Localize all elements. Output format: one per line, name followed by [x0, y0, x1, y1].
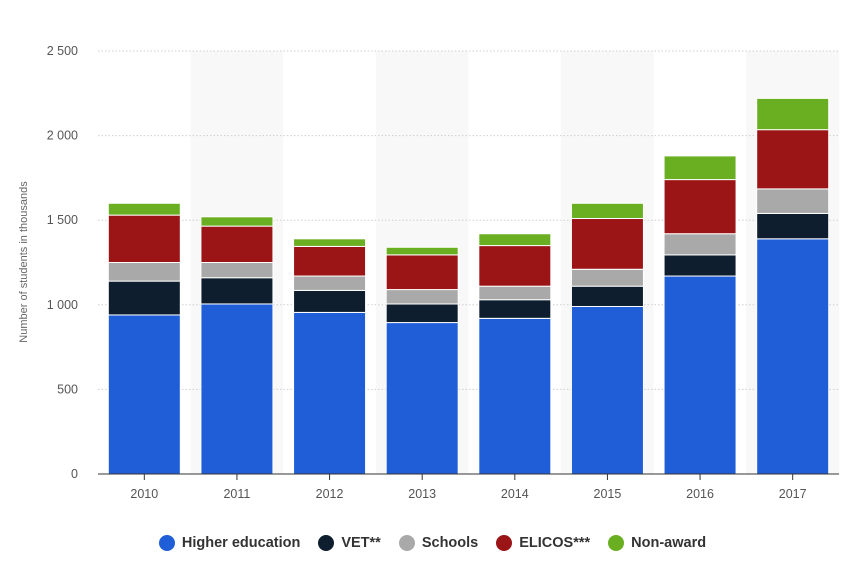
bar-stack-2012	[293, 238, 367, 475]
bar-non-award-2010	[107, 202, 181, 216]
y-tick-label-500: 500	[57, 382, 78, 396]
bar-vet-2012	[293, 289, 367, 313]
x-tick-label-2013: 2013	[408, 487, 436, 501]
bar-schools-2012	[293, 275, 367, 291]
legend-item-non-award[interactable]: Non-award	[608, 535, 706, 551]
bar-higher-education-2013	[385, 322, 459, 475]
legend-label-non-award: Non-award	[631, 535, 707, 551]
legend-swatch-elicos	[496, 535, 513, 551]
bar-elicos-2015	[570, 218, 644, 270]
bar-higher-education-2014	[478, 317, 552, 475]
bar-higher-education-2017	[756, 238, 830, 475]
x-tick-label-2012: 2012	[316, 487, 344, 501]
bar-stack-2010	[107, 202, 181, 475]
y-tick-label-2500: 2 500	[47, 44, 78, 58]
legend: Higher education VET** Schools ELICOS***…	[0, 530, 865, 556]
legend-label-elicos: ELICOS***	[519, 535, 591, 551]
axes: 2010 2011 2012 2013 2014 2015 2016 2017	[98, 473, 839, 501]
bar-stack-2016	[663, 155, 737, 475]
legend-swatch-vet	[318, 535, 335, 551]
legend-label-schools: Schools	[421, 535, 479, 551]
bar-schools-2015	[570, 268, 644, 287]
bar-schools-2014	[478, 285, 552, 301]
bar-vet-2010	[107, 280, 181, 316]
bar-non-award-2013	[385, 246, 459, 256]
x-tick-label-2015: 2015	[594, 487, 622, 501]
bar-non-award-2015	[570, 202, 644, 220]
bar-stack-2015	[570, 202, 644, 475]
y-tick-label-2000: 2 000	[47, 129, 78, 143]
legend-item-vet[interactable]: VET**	[318, 535, 381, 551]
bar-schools-2017	[756, 188, 830, 214]
bar-vet-2011	[200, 277, 274, 305]
legend-label-higher-education: Higher education	[181, 535, 301, 551]
bar-elicos-2014	[478, 245, 552, 287]
bar-schools-2013	[385, 289, 459, 305]
bar-schools-2010	[107, 262, 181, 282]
bar-non-award-2011	[200, 216, 274, 227]
bar-vet-2014	[478, 299, 552, 319]
x-tick-label-2010: 2010	[130, 487, 158, 501]
x-tick-label-2011: 2011	[223, 487, 250, 501]
x-tick-label-2016: 2016	[686, 487, 714, 501]
y-tick-label-1500: 1 500	[47, 213, 78, 227]
bar-higher-education-2015	[570, 305, 644, 475]
bar-higher-education-2016	[663, 275, 737, 475]
bar-elicos-2011	[200, 225, 274, 263]
legend-swatch-schools	[398, 535, 415, 551]
bars	[107, 97, 830, 475]
legend-item-elicos[interactable]: ELICOS***	[496, 535, 590, 551]
bar-vet-2017	[756, 212, 830, 240]
bar-elicos-2012	[293, 245, 367, 277]
bar-non-award-2017	[756, 97, 830, 131]
bar-stack-2017	[756, 97, 830, 475]
bar-elicos-2010	[107, 214, 181, 263]
bar-elicos-2016	[663, 179, 737, 235]
x-tick-label-2017: 2017	[779, 487, 807, 501]
bar-higher-education-2012	[293, 311, 367, 475]
bar-elicos-2013	[385, 254, 459, 291]
bar-elicos-2017	[756, 129, 830, 190]
bar-stack-2014	[478, 233, 552, 475]
legend-item-schools[interactable]: Schools	[398, 535, 479, 551]
bar-vet-2015	[570, 285, 644, 307]
bar-non-award-2014	[478, 233, 552, 247]
bar-non-award-2016	[663, 155, 737, 181]
bar-stack-2011	[200, 216, 274, 475]
legend-label-vet: VET**	[341, 535, 381, 551]
legend-item-higher-education[interactable]: Higher education	[158, 535, 301, 551]
bar-schools-2011	[200, 262, 274, 279]
x-tick-label-2014: 2014	[501, 487, 529, 501]
bar-higher-education-2010	[107, 314, 181, 475]
y-tick-label-1000: 1 000	[47, 298, 78, 312]
bar-higher-education-2011	[200, 303, 274, 475]
legend-swatch-non-award	[608, 535, 625, 551]
bar-vet-2016	[663, 254, 737, 277]
bar-non-award-2012	[293, 238, 367, 247]
y-axis-label: Number of students in thousands	[18, 181, 30, 343]
bar-stack-2013	[385, 246, 459, 475]
bar-vet-2013	[385, 303, 459, 324]
bar-schools-2016	[663, 233, 737, 256]
legend-swatch-higher-education	[158, 535, 175, 551]
y-tick-label-0: 0	[71, 467, 78, 481]
